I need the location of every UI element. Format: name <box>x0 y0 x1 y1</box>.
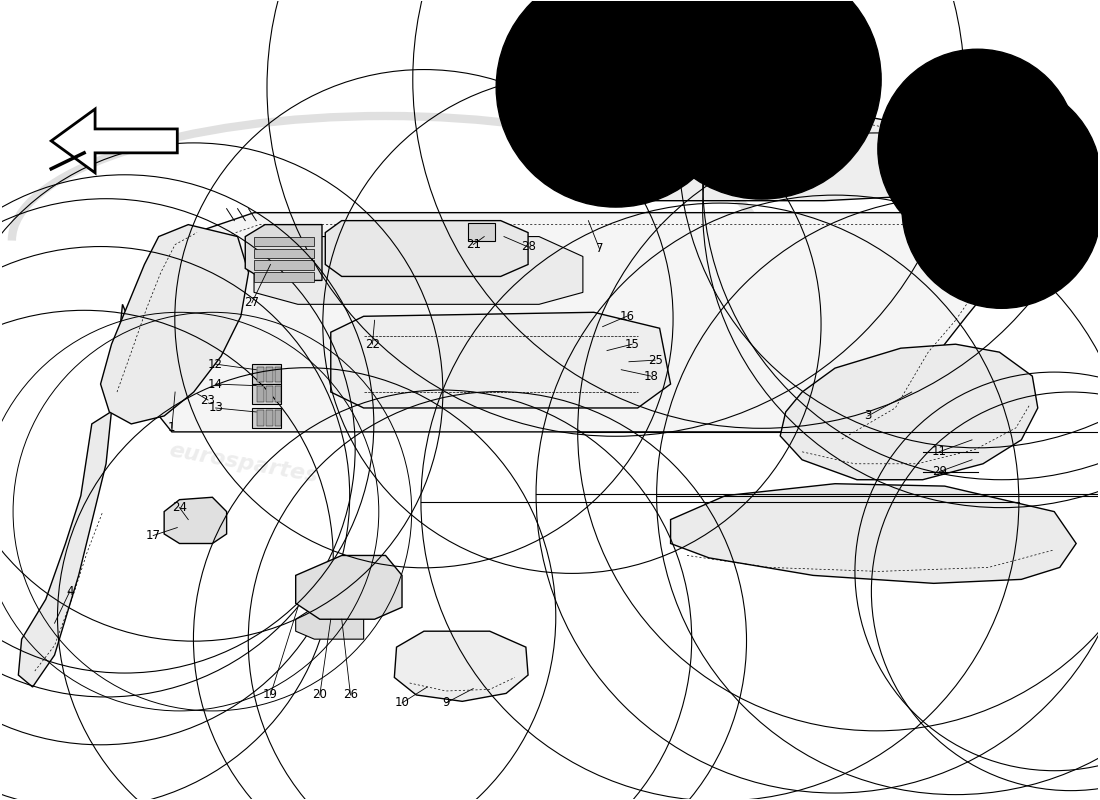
Text: 19: 19 <box>263 689 278 702</box>
Text: 14: 14 <box>208 378 223 390</box>
Text: 16: 16 <box>619 310 635 322</box>
Text: 8: 8 <box>1050 170 1058 183</box>
Text: eurospartes: eurospartes <box>496 329 648 375</box>
Polygon shape <box>254 237 315 246</box>
Polygon shape <box>736 77 791 109</box>
Polygon shape <box>296 555 402 619</box>
Polygon shape <box>266 366 273 382</box>
Text: 20: 20 <box>312 689 327 702</box>
Polygon shape <box>326 221 528 277</box>
Text: 15: 15 <box>625 338 640 350</box>
Polygon shape <box>257 366 264 382</box>
Text: 26: 26 <box>343 689 358 702</box>
Text: 28: 28 <box>520 241 536 254</box>
Polygon shape <box>296 607 364 639</box>
Polygon shape <box>257 386 264 402</box>
Polygon shape <box>780 344 1037 480</box>
Text: 4: 4 <box>66 585 74 598</box>
Text: eurospartes: eurospartes <box>167 441 319 486</box>
Text: eurospartes: eurospartes <box>781 218 933 263</box>
Text: 2: 2 <box>902 214 910 227</box>
Polygon shape <box>133 213 1022 432</box>
Text: 13: 13 <box>208 402 223 414</box>
Text: 23: 23 <box>200 394 216 406</box>
Text: 22: 22 <box>365 338 380 350</box>
Text: 21: 21 <box>465 238 481 251</box>
Text: 25: 25 <box>648 354 662 366</box>
Polygon shape <box>19 304 139 687</box>
Text: 24: 24 <box>172 501 187 514</box>
Polygon shape <box>266 386 273 402</box>
Polygon shape <box>671 484 1076 583</box>
Text: 7: 7 <box>595 242 603 255</box>
Polygon shape <box>394 631 528 702</box>
Polygon shape <box>254 273 315 282</box>
Text: 18: 18 <box>644 370 658 382</box>
Polygon shape <box>254 261 315 270</box>
Polygon shape <box>252 364 282 384</box>
Polygon shape <box>252 408 282 428</box>
Polygon shape <box>266 410 273 426</box>
Text: 9: 9 <box>442 697 450 710</box>
Text: 11: 11 <box>932 446 947 458</box>
Polygon shape <box>468 223 495 241</box>
Text: 5: 5 <box>952 206 959 219</box>
Text: 3: 3 <box>865 410 871 422</box>
Polygon shape <box>257 410 264 426</box>
Text: 27: 27 <box>244 296 260 310</box>
Polygon shape <box>331 312 671 408</box>
Polygon shape <box>245 225 322 281</box>
Polygon shape <box>164 498 227 543</box>
Circle shape <box>496 0 736 207</box>
Circle shape <box>642 0 881 199</box>
Polygon shape <box>254 249 315 258</box>
Polygon shape <box>561 105 1000 201</box>
Circle shape <box>902 109 1100 308</box>
Polygon shape <box>100 225 249 424</box>
Polygon shape <box>588 87 660 125</box>
Text: 12: 12 <box>208 358 223 370</box>
Polygon shape <box>252 384 282 404</box>
Text: 10: 10 <box>395 697 409 710</box>
Polygon shape <box>275 386 282 402</box>
Polygon shape <box>275 410 282 426</box>
Text: 6: 6 <box>799 166 806 179</box>
Polygon shape <box>254 237 583 304</box>
Circle shape <box>878 50 1077 249</box>
Polygon shape <box>52 109 177 173</box>
Circle shape <box>902 81 1100 281</box>
Text: 1: 1 <box>168 422 176 434</box>
Text: 29: 29 <box>932 466 947 478</box>
Polygon shape <box>275 366 282 382</box>
Text: 17: 17 <box>145 529 161 542</box>
